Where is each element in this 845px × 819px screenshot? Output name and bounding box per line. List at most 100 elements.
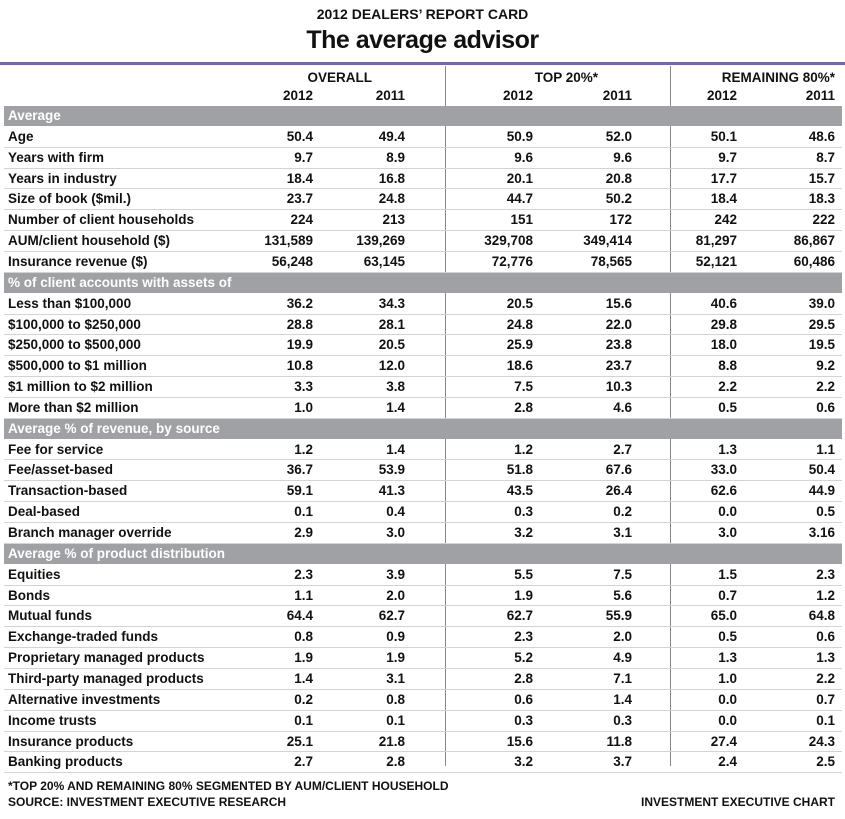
cell-value: 0.0 — [718, 691, 737, 707]
cell-value: 4.6 — [613, 399, 632, 415]
cell-value: 21.8 — [378, 733, 405, 749]
column-year: 2011 — [805, 88, 835, 103]
cell-value: 9.7 — [294, 149, 313, 165]
cell-value: 39.0 — [808, 295, 835, 311]
column-group: TOP 20%* — [534, 70, 598, 85]
row-divider — [4, 396, 842, 398]
cell-value: 2.9 — [294, 525, 313, 540]
row-label: $100,000 to $250,000 — [8, 316, 141, 332]
cell-value: 16.8 — [378, 170, 405, 186]
row-label: Income trusts — [8, 712, 97, 728]
row-label: Size of book ($mil.) — [8, 191, 132, 207]
title-rule — [0, 62, 845, 65]
row-divider — [4, 167, 842, 169]
cell-value: 52.0 — [605, 128, 632, 144]
cell-value: 19.5 — [808, 337, 835, 353]
cell-value: 1.4 — [613, 691, 632, 707]
section-header: Average % of revenue, by source — [4, 418, 842, 439]
cell-value: 28.1 — [378, 316, 405, 332]
cell-value: 5.6 — [613, 587, 632, 603]
cell-value: 9.7 — [718, 149, 737, 165]
cell-value: 2.8 — [514, 670, 533, 686]
cell-value: 25.9 — [506, 337, 533, 353]
row-label: $1 million to $2 million — [8, 379, 153, 395]
cell-value: 18.3 — [808, 191, 835, 207]
cell-value: 172 — [609, 212, 632, 228]
cell-value: 20.5 — [506, 295, 533, 311]
cell-value: 0.5 — [718, 629, 737, 645]
cell-value: 2.2 — [816, 379, 835, 395]
cell-value: 55.9 — [605, 608, 632, 624]
row-divider — [4, 522, 842, 523]
cell-value: 8.9 — [386, 149, 405, 165]
cell-value: 48.6 — [808, 128, 835, 144]
section-title: Average % of product distribution — [8, 545, 226, 561]
title: The average advisor — [306, 26, 539, 54]
row-label: Fee/asset-based — [8, 462, 114, 478]
cell-value: 224 — [290, 212, 313, 228]
footnote: *TOP 20% AND REMAINING 80% SEGMENTED BY … — [8, 779, 449, 793]
cell-value: 222 — [812, 212, 835, 228]
cell-value: 49.4 — [378, 128, 405, 144]
row-label: $500,000 to $1 million — [8, 358, 147, 374]
cell-value: 0.3 — [514, 712, 533, 728]
cell-value: 0.8 — [386, 691, 405, 707]
cell-value: 2.3 — [816, 566, 835, 582]
cell-value: 60,486 — [793, 253, 835, 269]
row-divider — [4, 730, 842, 732]
row-label: Alternative investments — [8, 691, 161, 707]
cell-value: 0.3 — [514, 504, 533, 520]
cell-value: 62.6 — [710, 483, 737, 499]
cell-value: 1.0 — [294, 399, 313, 415]
row-label: More than $2 million — [8, 399, 139, 415]
cell-value: 10.8 — [286, 358, 313, 374]
cell-value: 2.3 — [294, 566, 313, 582]
cell-value: 67.6 — [605, 462, 632, 478]
column-year: 2012 — [502, 88, 533, 103]
row-label: Mutual funds — [8, 608, 92, 624]
row-label: Insurance products — [8, 733, 134, 749]
cell-value: 3.1 — [613, 525, 632, 540]
cell-value: 2.4 — [718, 754, 737, 770]
cell-value: 1.2 — [816, 587, 835, 603]
section-title: Average — [8, 108, 61, 123]
cell-value: 50.4 — [286, 128, 313, 144]
cell-value: 63,145 — [363, 253, 405, 269]
row-divider — [4, 709, 842, 711]
column-year: 2011 — [375, 88, 405, 103]
cell-value: 34.3 — [378, 295, 405, 311]
row-label: Equities — [8, 566, 61, 582]
row-label: Number of client households — [8, 212, 195, 228]
cell-value: 1.1 — [294, 587, 313, 603]
cell-value: 1.3 — [718, 441, 737, 457]
cell-value: 1.9 — [386, 650, 405, 666]
row-divider — [4, 542, 842, 544]
cell-value: 28.8 — [286, 316, 313, 332]
column-group: OVERALL — [307, 70, 372, 85]
row-divider — [4, 647, 842, 649]
cell-value: 2.3 — [514, 629, 533, 645]
cell-value: 52,121 — [695, 253, 737, 269]
cell-value: 20.5 — [378, 337, 405, 353]
cell-value: 5.2 — [514, 650, 533, 666]
cell-value: 33.0 — [710, 462, 737, 478]
cell-value: 36.2 — [286, 295, 313, 311]
cell-value: 0.6 — [816, 629, 835, 645]
cell-value: 242 — [714, 212, 737, 228]
cell-value: 0.1 — [294, 504, 313, 520]
row-label: Proprietary managed products — [8, 650, 205, 666]
cell-value: 64.8 — [808, 608, 835, 624]
cell-value: 26.4 — [605, 483, 632, 499]
cell-value: 0.0 — [718, 712, 737, 728]
section-title: Average % of revenue, by source — [8, 420, 220, 436]
cell-value: 0.3 — [613, 712, 632, 728]
row-divider — [4, 501, 842, 503]
row-divider — [4, 459, 842, 461]
cell-value: 29.5 — [808, 316, 835, 332]
row-divider — [4, 605, 842, 607]
cell-value: 0.1 — [386, 712, 405, 728]
cell-value: 0.6 — [514, 691, 533, 707]
cell-value: 20.8 — [605, 170, 632, 186]
cell-value: 1.2 — [294, 441, 313, 457]
